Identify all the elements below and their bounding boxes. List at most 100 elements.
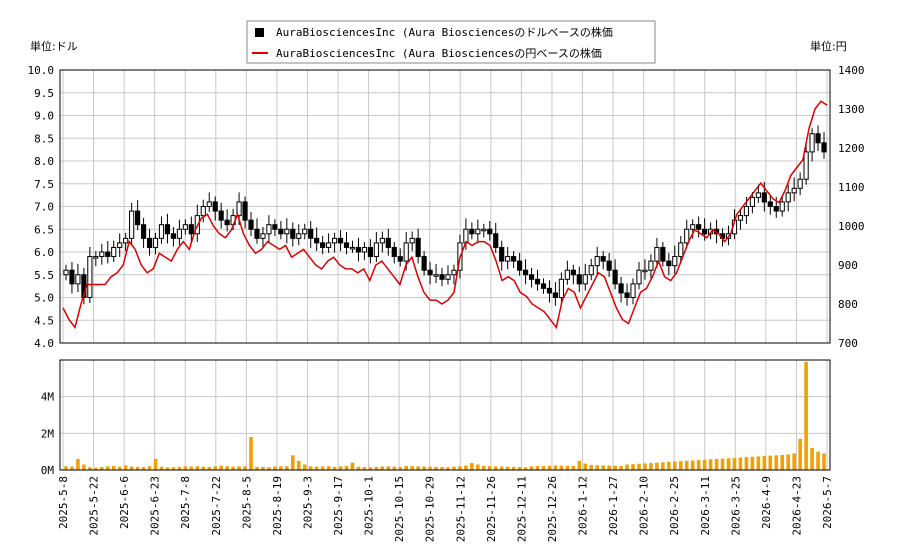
- candle-body: [272, 224, 278, 230]
- candle-body: [93, 256, 99, 259]
- candle-body: [349, 246, 356, 250]
- volume-bar: [105, 466, 110, 470]
- volume-bar: [219, 465, 223, 470]
- candle-body: [343, 242, 350, 248]
- legend-label-jpy: AuraBiosciencesInc (Aura Biosciencesの円ベー…: [276, 46, 602, 60]
- date-tick-label: 2026-3-25: [729, 476, 742, 536]
- candle-body: [469, 228, 475, 235]
- date-tick-label: 2025-12-11: [515, 476, 528, 542]
- date-tick-label: 2025-7-8: [179, 476, 192, 529]
- usd-tick-label: 5.5: [34, 269, 54, 282]
- volume-bar: [774, 455, 779, 470]
- date-tick-label: 2025-10-15: [393, 476, 406, 542]
- volume-bar: [577, 460, 582, 470]
- candle-body: [170, 233, 177, 239]
- jpy-price-line: [62, 100, 828, 330]
- candle-body: [815, 133, 821, 144]
- candle-body: [582, 274, 588, 285]
- usd-tick-label: 7.0: [34, 201, 54, 214]
- usd-tick-label: 9.5: [34, 87, 54, 100]
- candle-body: [761, 192, 767, 203]
- date-tick-label: 2025-12-26: [546, 476, 559, 542]
- volume-bar: [643, 463, 647, 470]
- volume-bar: [768, 455, 773, 470]
- usd-tick-label: 8.0: [34, 155, 54, 168]
- volume-bar: [285, 466, 289, 470]
- volume-bar: [744, 457, 749, 470]
- volume-bar: [135, 466, 140, 470]
- volume-bar: [404, 465, 408, 470]
- candle-body: [254, 228, 260, 239]
- candle-body: [540, 283, 547, 289]
- volume-bar: [613, 465, 617, 470]
- volume-bar: [332, 466, 337, 470]
- volume-bar: [487, 466, 492, 470]
- usd-tick-label: 9.0: [34, 110, 54, 123]
- jpy-tick-label: 1100: [838, 181, 865, 194]
- candle-body: [391, 246, 397, 258]
- volume-bar: [386, 466, 391, 470]
- date-tick-label: 2025-5-22: [88, 476, 101, 536]
- candle-body: [308, 228, 314, 239]
- candle-body: [129, 210, 135, 239]
- date-tick-label: 2025-8-5: [240, 476, 253, 529]
- volume-bar: [64, 466, 68, 470]
- volume-bar: [535, 465, 540, 470]
- candle-body: [373, 242, 379, 258]
- date-tick-label: 2025-6-6: [118, 476, 131, 529]
- volume-bar: [678, 461, 683, 470]
- candle-body: [123, 237, 129, 244]
- candle-body: [522, 269, 529, 276]
- volume-bar: [350, 462, 355, 470]
- candle-body: [618, 283, 624, 294]
- date-tick-label: 2026-1-12: [577, 476, 590, 536]
- volume-bar: [428, 466, 432, 470]
- candle-body: [678, 242, 684, 258]
- date-tick-label: 2025-8-19: [271, 476, 284, 536]
- candle-body: [146, 237, 153, 248]
- volume-bar: [559, 465, 564, 470]
- candle-body: [302, 228, 308, 235]
- volume-bar: [100, 467, 104, 470]
- usd-tick-label: 6.0: [34, 246, 54, 259]
- date-tick-label: 2026-5-7: [821, 476, 834, 529]
- volume-bar: [732, 457, 737, 470]
- candle-body: [135, 210, 141, 226]
- volume-bar: [792, 453, 796, 470]
- volume-bar: [607, 465, 611, 470]
- date-tick-label: 2026-3-11: [699, 476, 712, 536]
- volume-bar: [529, 466, 534, 470]
- candle-body: [749, 196, 755, 207]
- volume-bar: [416, 466, 420, 470]
- volume-bar: [589, 464, 594, 470]
- volume-bar: [434, 466, 438, 470]
- candle-body: [654, 246, 660, 262]
- volume-bar: [720, 458, 725, 470]
- candle-body: [314, 237, 320, 244]
- volume-tick-label: 2M: [41, 427, 55, 440]
- volume-bar: [714, 459, 719, 470]
- candle-body: [767, 201, 773, 207]
- volume-bar: [159, 466, 164, 470]
- volume-bar: [619, 465, 623, 470]
- volume-bar: [625, 464, 629, 470]
- candle-body: [409, 237, 415, 244]
- volume-bar: [470, 463, 474, 470]
- usd-candles: [63, 125, 827, 306]
- volume-bar: [320, 466, 325, 470]
- candle-body: [278, 228, 284, 235]
- volume-bar: [117, 466, 122, 470]
- usd-tick-label: 7.5: [34, 178, 54, 191]
- usd-tick-label: 4.0: [34, 337, 54, 350]
- volume-bar: [153, 459, 158, 470]
- candle-body: [475, 228, 481, 235]
- volume-bar: [362, 467, 367, 470]
- candle-body: [433, 274, 439, 277]
- candle-body: [158, 224, 165, 239]
- jpy-tick-label: 1000: [838, 220, 865, 233]
- candle-body: [558, 278, 564, 298]
- date-axis-ticks: 2025-5-8 2025-5-22 2025-6-6 2025-6-23 2025-7…: [57, 476, 834, 542]
- jpy-tick-label: 1400: [838, 64, 865, 77]
- candle-body: [702, 228, 708, 235]
- candle-body: [546, 287, 553, 294]
